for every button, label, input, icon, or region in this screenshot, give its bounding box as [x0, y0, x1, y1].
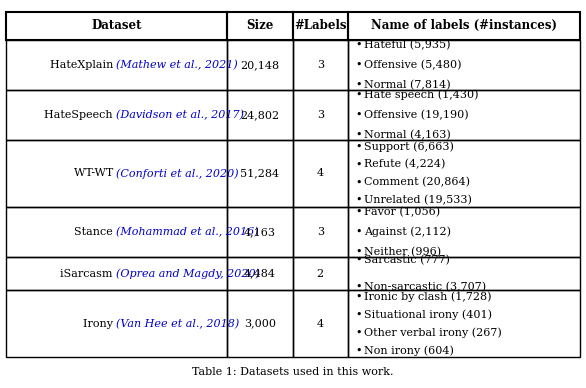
- Text: Non irony (604): Non irony (604): [364, 345, 454, 355]
- Text: (Davidson et al., 2017): (Davidson et al., 2017): [117, 110, 244, 120]
- Text: 3,000: 3,000: [244, 319, 276, 329]
- Bar: [347, 40, 580, 90]
- Text: Normal (4,163): Normal (4,163): [364, 130, 451, 140]
- Text: •: •: [355, 255, 362, 265]
- Bar: [6, 40, 227, 90]
- Bar: [293, 40, 347, 90]
- Bar: [293, 90, 347, 140]
- Text: (Conforti et al., 2020): (Conforti et al., 2020): [117, 168, 239, 179]
- Text: •: •: [355, 310, 362, 320]
- Text: •: •: [355, 195, 362, 205]
- Text: Other verbal irony (267): Other verbal irony (267): [364, 327, 502, 338]
- Text: •: •: [355, 292, 362, 302]
- Text: (Oprea and Magdy, 2020): (Oprea and Magdy, 2020): [117, 268, 260, 279]
- Text: Hate speech (1,430): Hate speech (1,430): [364, 90, 478, 100]
- Text: 20,148: 20,148: [240, 60, 280, 70]
- Text: Size: Size: [246, 19, 274, 32]
- Text: Support (6,663): Support (6,663): [364, 142, 454, 152]
- Text: Irony: Irony: [83, 319, 117, 329]
- Text: •: •: [355, 247, 362, 257]
- Text: Offensive (19,190): Offensive (19,190): [364, 110, 468, 120]
- Text: •: •: [355, 90, 362, 100]
- Text: •: •: [355, 60, 362, 70]
- Text: Situational irony (401): Situational irony (401): [364, 309, 492, 320]
- Text: 24,802: 24,802: [240, 110, 280, 120]
- Bar: [227, 290, 293, 357]
- Text: 4,163: 4,163: [244, 227, 276, 237]
- Text: Unrelated (19,533): Unrelated (19,533): [364, 195, 472, 205]
- Text: •: •: [355, 110, 362, 120]
- Text: 4,484: 4,484: [244, 268, 276, 279]
- Bar: [6, 12, 227, 40]
- Bar: [6, 290, 227, 357]
- Text: Offensive (5,480): Offensive (5,480): [364, 60, 461, 70]
- Text: HateSpeech: HateSpeech: [45, 110, 117, 120]
- Text: •: •: [355, 142, 362, 152]
- Bar: [347, 90, 580, 140]
- Text: Stance: Stance: [74, 227, 117, 237]
- Bar: [227, 12, 293, 40]
- Text: •: •: [355, 80, 362, 90]
- Text: iSarcasm: iSarcasm: [60, 268, 117, 279]
- Text: 3: 3: [316, 60, 324, 70]
- Text: HateXplain: HateXplain: [50, 60, 117, 70]
- Bar: [293, 290, 347, 357]
- Text: •: •: [355, 177, 362, 187]
- Text: Comment (20,864): Comment (20,864): [364, 177, 469, 187]
- Text: Hateful (5,935): Hateful (5,935): [364, 40, 450, 50]
- Text: Normal (7,814): Normal (7,814): [364, 80, 450, 90]
- Bar: [227, 257, 293, 290]
- Text: Refute (4,224): Refute (4,224): [364, 159, 445, 170]
- Text: 4: 4: [316, 168, 324, 178]
- Text: •: •: [355, 227, 362, 237]
- Bar: [293, 257, 347, 290]
- Text: Name of labels (#instances): Name of labels (#instances): [371, 19, 557, 32]
- Text: •: •: [355, 130, 362, 140]
- Text: Ironic by clash (1,728): Ironic by clash (1,728): [364, 292, 491, 302]
- Text: (Mathew et al., 2021): (Mathew et al., 2021): [117, 60, 238, 70]
- Text: •: •: [355, 327, 362, 338]
- Text: Non-sarcastic (3,707): Non-sarcastic (3,707): [364, 282, 486, 292]
- Text: 51,284: 51,284: [240, 168, 280, 178]
- Text: Favor (1,056): Favor (1,056): [364, 207, 440, 217]
- Bar: [347, 140, 580, 207]
- Text: •: •: [355, 207, 362, 217]
- Bar: [227, 207, 293, 257]
- Text: •: •: [355, 345, 362, 355]
- Text: 3: 3: [316, 227, 324, 237]
- Bar: [227, 140, 293, 207]
- Text: #Labels: #Labels: [294, 19, 346, 32]
- Text: (Van Hee et al., 2018): (Van Hee et al., 2018): [117, 319, 240, 329]
- Text: 3: 3: [316, 110, 324, 120]
- Bar: [347, 290, 580, 357]
- Text: Dataset: Dataset: [91, 19, 142, 32]
- Bar: [227, 40, 293, 90]
- Bar: [347, 257, 580, 290]
- Bar: [6, 90, 227, 140]
- Bar: [293, 12, 347, 40]
- Text: Neither (996): Neither (996): [364, 247, 441, 257]
- Text: •: •: [355, 159, 362, 170]
- Bar: [6, 257, 227, 290]
- Text: (Mohammad et al., 2016): (Mohammad et al., 2016): [117, 227, 259, 237]
- Bar: [293, 207, 347, 257]
- Bar: [347, 207, 580, 257]
- Bar: [227, 90, 293, 140]
- Bar: [6, 140, 227, 207]
- Text: WT-WT: WT-WT: [74, 168, 117, 178]
- Bar: [6, 207, 227, 257]
- Text: •: •: [355, 282, 362, 292]
- Text: Against (2,112): Against (2,112): [364, 227, 451, 237]
- Text: 4: 4: [316, 319, 324, 329]
- Bar: [293, 140, 347, 207]
- Text: 2: 2: [316, 268, 324, 279]
- Bar: [347, 12, 580, 40]
- Text: Sarcastic (777): Sarcastic (777): [364, 255, 449, 265]
- Text: •: •: [355, 40, 362, 50]
- Text: Table 1: Datasets used in this work.: Table 1: Datasets used in this work.: [192, 367, 394, 377]
